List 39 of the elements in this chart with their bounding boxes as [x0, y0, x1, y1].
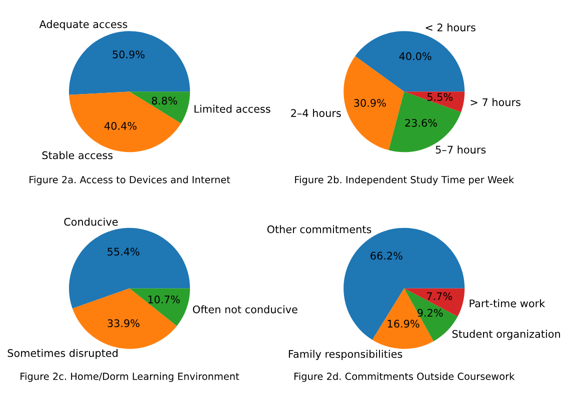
data-label: 50.9% [112, 50, 144, 58]
slice-label: Often not conducive [192, 305, 298, 314]
pie-slice [355, 31, 465, 92]
slice-label: 2–4 hours [291, 108, 341, 118]
data-label: 23.6% [405, 118, 437, 127]
slice-label: Other commitments [267, 225, 372, 234]
data-label: 5.5% [427, 93, 453, 101]
data-label: 40.4% [104, 122, 136, 130]
data-label: 16.9% [388, 320, 420, 328]
pie-slice [68, 228, 190, 308]
text: Figure 2a. Access to Devices and Internet [30, 176, 230, 186]
slice-label: Part-time work [470, 299, 546, 308]
slice-label: > 7 hours [470, 98, 520, 106]
slice-label: Student organization [452, 330, 560, 340]
slice-label: 5–7 hours [436, 146, 486, 154]
pie-slice [404, 288, 465, 316]
data-label: 66.2% [370, 252, 402, 260]
data-label: 30.9% [354, 98, 386, 107]
text: Figure 2b. Independent Study Time per Week [295, 176, 514, 186]
data-label: 55.4% [108, 248, 140, 256]
pie-slice [129, 92, 190, 124]
text: Figure 2d. Commitments Outside Coursework [294, 372, 515, 382]
data-label: 10.7% [148, 295, 180, 304]
data-label: 7.7% [426, 292, 452, 300]
data-label: 9.2% [418, 308, 443, 317]
data-label: 40.0% [399, 52, 432, 60]
data-label: 33.9% [108, 319, 140, 328]
pie-slice [404, 92, 465, 112]
text: Figure 2c. Home/Dorm Learning Environment [20, 372, 240, 382]
data-label: 8.8% [152, 96, 178, 105]
slice-label: Adequate access [39, 20, 128, 30]
slice-label: Sometimes disrupted [8, 348, 118, 360]
slice-label: Limited access [194, 104, 270, 113]
pie-slice [69, 92, 182, 152]
slice-label: < 2 hours [426, 23, 476, 32]
slice-label: Conducive [64, 218, 118, 226]
slice-label: Stable access [42, 151, 113, 160]
pie-slice [68, 31, 190, 95]
slice-label: Family responsibilities [288, 350, 402, 360]
